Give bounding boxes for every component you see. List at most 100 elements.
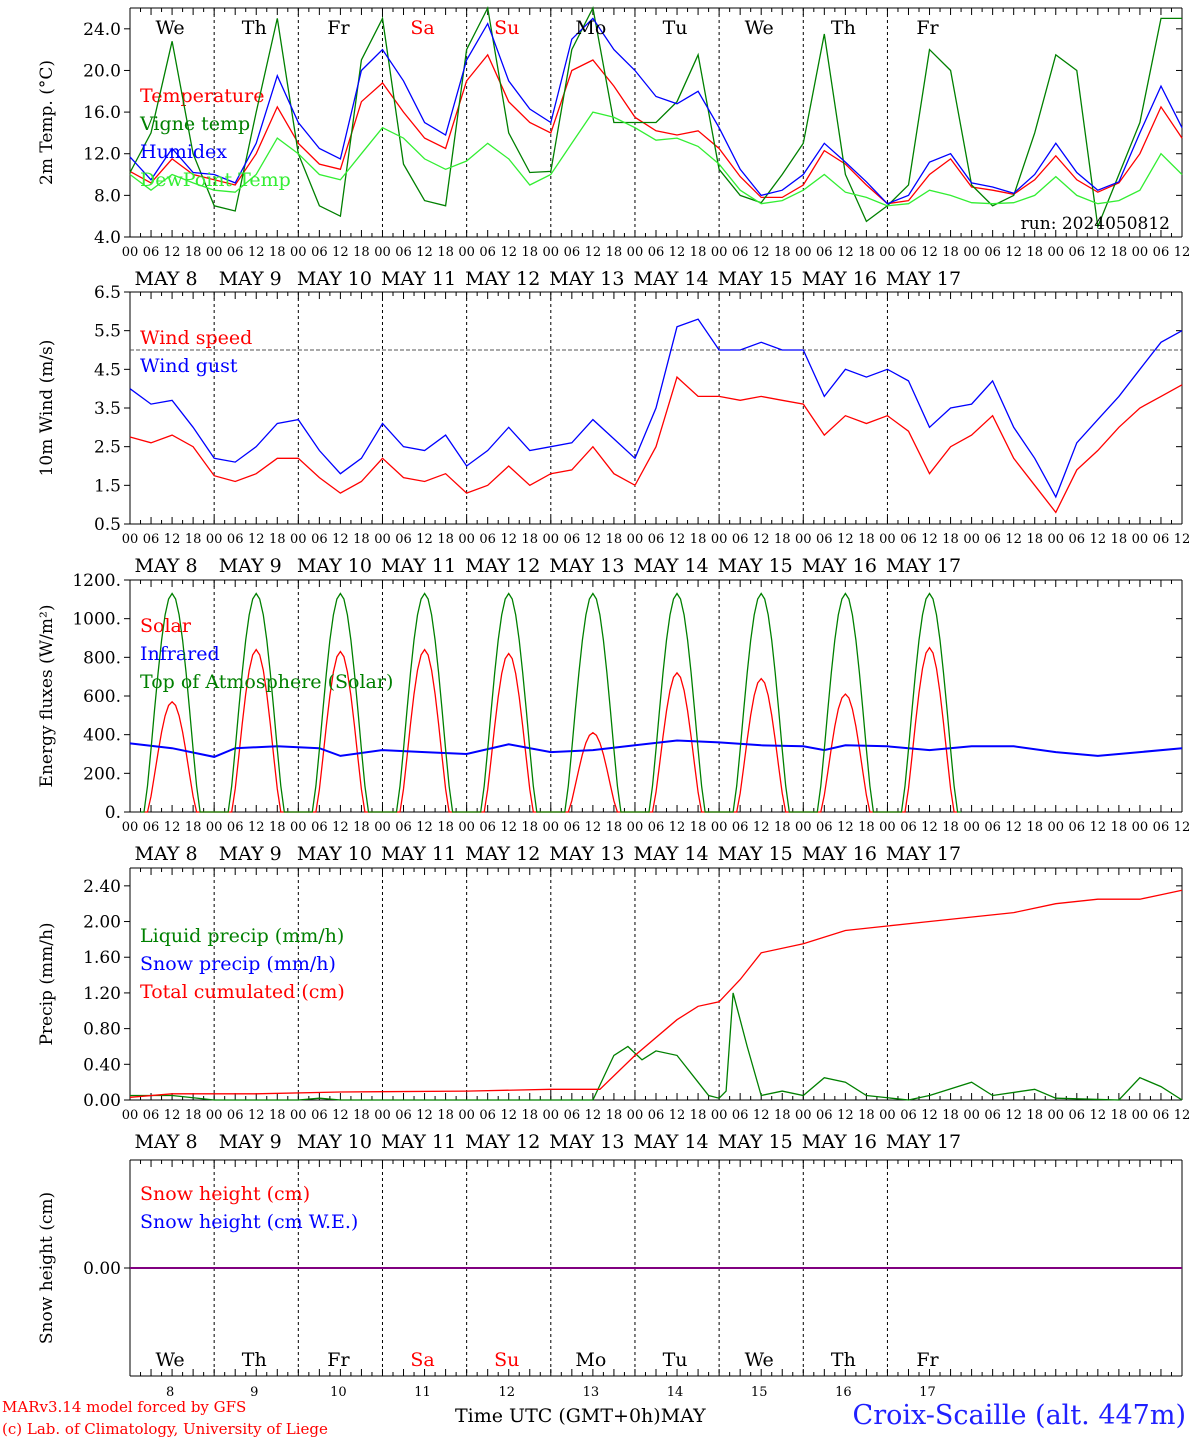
legend-entry: Infrared xyxy=(140,643,220,665)
hour-tick-label: 06 xyxy=(395,245,412,260)
legend-entry: Liquid precip (mm/h) xyxy=(140,925,344,947)
hour-tick-label: 00 xyxy=(1132,532,1149,547)
hour-tick-label: 06 xyxy=(732,245,749,260)
series-line-vigne-temp xyxy=(129,5,1182,230)
hour-tick-label: 00 xyxy=(374,1108,391,1123)
hour-tick-label: 06 xyxy=(395,532,412,547)
date-label: MAY 17 xyxy=(886,1131,961,1153)
series-line-humidex xyxy=(129,17,1183,205)
hour-tick-label: 06 xyxy=(648,1108,665,1123)
weekday-label: We xyxy=(155,17,184,39)
y-tick-label: 2.5 xyxy=(94,438,121,458)
y-tick-label: 20.0 xyxy=(83,61,121,81)
hour-tick-label: 06 xyxy=(984,820,1001,835)
hour-tick-label: 18 xyxy=(521,245,538,260)
legend-entry: Temperature xyxy=(140,85,264,107)
hour-tick-label: 00 xyxy=(458,245,475,260)
hour-tick-label: 18 xyxy=(774,532,791,547)
hour-tick-label: 06 xyxy=(816,1108,833,1123)
date-label: MAY 11 xyxy=(381,555,456,577)
y-tick-label: 600. xyxy=(83,687,121,707)
hour-tick-label: 00 xyxy=(1047,245,1064,260)
hour-tick-label: 06 xyxy=(1153,820,1170,835)
hour-tick-label: 00 xyxy=(206,245,223,260)
date-label: MAY 11 xyxy=(381,1131,456,1153)
hour-tick-label: 06 xyxy=(227,532,244,547)
hour-tick-label: 18 xyxy=(353,532,370,547)
date-label: MAY 8 xyxy=(135,1131,198,1153)
series-line-total-cumulated-cm- xyxy=(129,889,1183,1098)
hour-tick-label: 06 xyxy=(143,245,160,260)
hour-tick-label: 06 xyxy=(564,532,581,547)
hour-tick-label: 18 xyxy=(690,245,707,260)
hour-tick-label: 06 xyxy=(311,1108,328,1123)
y-tick-label: 1.60 xyxy=(83,948,121,968)
y-tick-label: 800. xyxy=(83,648,121,668)
legend-entry: Humidex xyxy=(140,141,227,163)
y-axis-title: Precip (mm/h) xyxy=(37,922,57,1045)
hour-tick-label: 00 xyxy=(963,820,980,835)
hour-tick-label: 06 xyxy=(816,532,833,547)
y-tick-label: 5.5 xyxy=(94,322,121,342)
hour-tick-label: 00 xyxy=(543,245,560,260)
hour-tick-label: 00 xyxy=(627,532,644,547)
hour-tick-label: 12 xyxy=(164,820,181,835)
weekday-label: Tu xyxy=(663,17,688,39)
hour-tick-label: 06 xyxy=(1069,820,1086,835)
date-label: MAY 14 xyxy=(633,268,708,290)
hour-tick-label: 12 xyxy=(921,532,938,547)
date-label: MAY 12 xyxy=(465,843,540,865)
hour-tick-label: 12 xyxy=(753,245,770,260)
hour-tick-label: 12 xyxy=(669,245,686,260)
weekday-label: Su xyxy=(494,17,519,39)
hour-tick-label: 18 xyxy=(185,1108,202,1123)
hour-tick-label: 06 xyxy=(311,820,328,835)
hour-tick-label: 00 xyxy=(963,532,980,547)
hour-tick-label: 12 xyxy=(669,820,686,835)
day-number-label: 12 xyxy=(498,1385,515,1400)
y-tick-label: 16.0 xyxy=(83,103,121,123)
y-axis-title: 10m Wind (m/s) xyxy=(37,340,57,477)
hour-tick-label: 12 xyxy=(248,1108,265,1123)
hour-tick-label: 12 xyxy=(1005,820,1022,835)
date-label: MAY 11 xyxy=(381,268,456,290)
hour-tick-label: 06 xyxy=(900,820,917,835)
hour-tick-label: 00 xyxy=(1132,245,1149,260)
hour-tick-label: 18 xyxy=(269,245,286,260)
hour-tick-label: 12 xyxy=(837,1108,854,1123)
date-label: MAY 13 xyxy=(549,555,624,577)
date-label: MAY 17 xyxy=(886,843,961,865)
hour-tick-label: 00 xyxy=(711,245,728,260)
hour-tick-label: 12 xyxy=(1174,1108,1191,1123)
hour-tick-label: 00 xyxy=(711,820,728,835)
hour-tick-label: 18 xyxy=(690,532,707,547)
y-tick-label: 24.0 xyxy=(83,20,121,40)
hour-tick-label: 12 xyxy=(1005,245,1022,260)
hour-tick-label: 06 xyxy=(227,820,244,835)
hour-tick-label: 12 xyxy=(921,1108,938,1123)
hour-tick-label: 06 xyxy=(732,820,749,835)
hour-tick-label: 18 xyxy=(606,820,623,835)
y-axis-title: 2m Temp. (°C) xyxy=(37,60,57,185)
date-label: MAY 14 xyxy=(633,843,708,865)
date-label: MAY 12 xyxy=(465,555,540,577)
day-number-label: 11 xyxy=(414,1385,431,1400)
hour-tick-label: 18 xyxy=(1026,820,1043,835)
hour-tick-label: 12 xyxy=(1174,245,1191,260)
hour-tick-label: 00 xyxy=(206,820,223,835)
legend-entry: Wind gust xyxy=(140,355,238,377)
hour-tick-label: 18 xyxy=(858,820,875,835)
hour-tick-label: 06 xyxy=(143,532,160,547)
hour-tick-label: 00 xyxy=(290,532,307,547)
hour-tick-label: 00 xyxy=(1047,820,1064,835)
hour-tick-label: 18 xyxy=(942,532,959,547)
y-axis-title: Snow height (cm) xyxy=(37,1192,57,1344)
weekday-label: Tu xyxy=(663,1349,688,1371)
hour-tick-label: 18 xyxy=(1026,1108,1043,1123)
hour-tick-label: 18 xyxy=(858,245,875,260)
hour-tick-label: 00 xyxy=(122,820,139,835)
y-tick-label: 1.20 xyxy=(83,984,121,1004)
hour-tick-label: 18 xyxy=(521,820,538,835)
run-label: run: 2024050812 xyxy=(1021,214,1170,234)
